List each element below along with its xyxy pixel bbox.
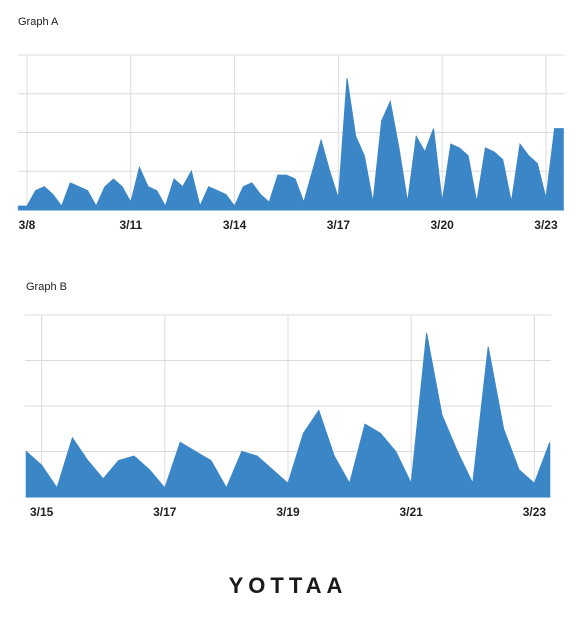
x-tick-label: 3/21: [400, 505, 424, 519]
chart-title: Graph A: [18, 16, 59, 28]
x-tick-label: 3/17: [153, 505, 177, 519]
x-tick-label: 3/11: [119, 218, 142, 232]
x-tick-label: 3/14: [223, 218, 247, 232]
x-tick-label: 3/23: [523, 505, 547, 519]
chart-title: Graph B: [26, 281, 67, 293]
x-tick-label: 3/15: [30, 505, 54, 519]
x-tick-label: 3/8: [19, 218, 36, 232]
x-tick-label: 3/17: [327, 218, 351, 232]
x-tick-label: 3/23: [534, 218, 558, 232]
area: [25, 333, 551, 498]
x-tick-label: 3/19: [276, 505, 300, 519]
x-tick-label: 3/20: [430, 218, 454, 232]
logo: YOTTAA: [229, 573, 348, 598]
area: [17, 78, 564, 211]
